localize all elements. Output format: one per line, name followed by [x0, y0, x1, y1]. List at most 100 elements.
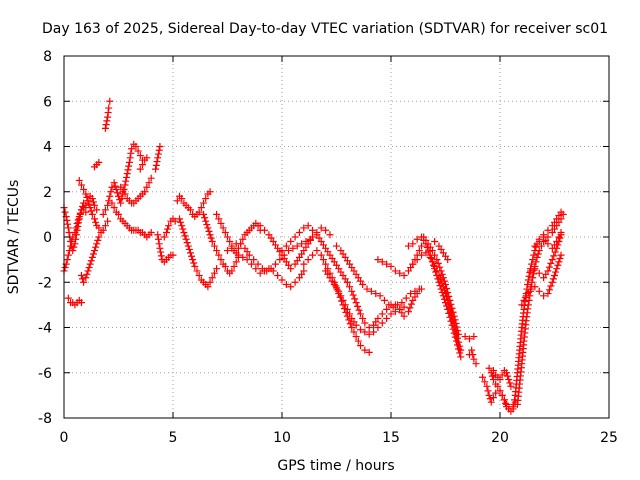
data-point [91, 201, 99, 209]
data-point-fill [92, 243, 100, 251]
data-point-fill [61, 264, 69, 272]
data-point [343, 278, 351, 286]
data-point [215, 215, 223, 223]
series-track-36 [489, 366, 515, 390]
y-tick-label: 8 [43, 49, 52, 65]
data-point [204, 224, 212, 232]
data-point [162, 228, 170, 236]
data-point-fill [65, 247, 73, 255]
data-point [352, 333, 360, 341]
data-point [171, 217, 179, 225]
data-point [498, 391, 506, 399]
data-point [444, 256, 452, 264]
data-point-fill [154, 235, 162, 243]
data-point [147, 174, 155, 182]
data-point [544, 290, 552, 298]
series-track-15 [173, 188, 214, 221]
data-point [396, 269, 404, 277]
data-point-fill [181, 232, 189, 240]
data-point [548, 278, 556, 286]
data-point [461, 333, 469, 341]
data-point [533, 253, 541, 261]
data-point-fill [124, 166, 132, 174]
data-point-fill [430, 261, 438, 269]
data-point [496, 387, 504, 395]
data-point-fill [556, 234, 564, 242]
data-point [208, 238, 216, 246]
data-point [115, 210, 122, 218]
data-point-fill [338, 297, 346, 305]
data-point [372, 290, 380, 298]
data-point-fill [155, 240, 163, 248]
data-point [101, 206, 109, 214]
data-point [383, 305, 391, 313]
series-track-16 [176, 215, 221, 291]
data-point [121, 190, 129, 198]
data-point-fill [432, 268, 440, 276]
data-point [106, 192, 114, 200]
data-point [391, 308, 399, 316]
data-point [485, 364, 493, 372]
data-point [404, 242, 412, 250]
data-point [352, 321, 360, 329]
data-point-fill [107, 188, 115, 196]
data-point [82, 208, 90, 216]
data-point [335, 287, 343, 295]
series-track-2 [60, 204, 90, 275]
data-point [348, 324, 356, 331]
data-point [557, 251, 565, 259]
data-point-fill [486, 395, 494, 403]
data-point [356, 342, 364, 350]
data-point [498, 371, 506, 379]
data-point [494, 382, 502, 390]
data-point [224, 247, 231, 255]
data-point [123, 170, 131, 178]
data-point [234, 244, 242, 252]
data-point [409, 260, 417, 268]
data-point [226, 238, 234, 246]
data-point [500, 396, 508, 404]
data-point [206, 188, 214, 196]
data-point [206, 278, 214, 286]
data-point [182, 235, 190, 243]
data-point-fill [111, 182, 119, 190]
data-point [418, 285, 426, 293]
chart-title: Day 163 of 2025, Sidereal Day-to-day VTE… [42, 21, 608, 37]
data-point-fill [125, 162, 133, 170]
data-point-fill [61, 208, 69, 216]
data-point-fill [444, 288, 452, 296]
data-point-fill [406, 304, 414, 312]
y-tick-label: -2 [38, 275, 52, 291]
data-point [553, 265, 561, 273]
series-track-11 [136, 154, 151, 173]
series-track-23 [300, 247, 373, 356]
data-point [472, 360, 480, 368]
data-point-fill [550, 252, 558, 260]
data-point [287, 238, 295, 246]
data-point [108, 183, 116, 191]
data-point [186, 206, 194, 214]
data-point [527, 267, 535, 275]
data-point-fill [85, 264, 93, 272]
data-point [206, 231, 214, 239]
data-point-fill [454, 327, 462, 335]
data-point [376, 292, 384, 300]
data-point [278, 276, 286, 284]
data-point [492, 389, 500, 397]
data-point-fill [520, 296, 528, 304]
data-point [88, 210, 96, 218]
data-point [138, 161, 146, 169]
series-track-13 [154, 231, 177, 266]
data-point [356, 310, 364, 318]
data-point-fill [201, 214, 209, 222]
data-point [73, 219, 81, 227]
data-points [60, 97, 567, 415]
data-point [278, 247, 286, 255]
series-track-33 [465, 346, 480, 368]
data-point [428, 247, 436, 255]
data-point [285, 247, 293, 255]
data-point [531, 265, 539, 273]
data-point [136, 152, 144, 160]
data-point [282, 281, 290, 289]
y-tick-labels: -8 -6 -4 -2 0 2 4 6 8 [38, 49, 52, 427]
